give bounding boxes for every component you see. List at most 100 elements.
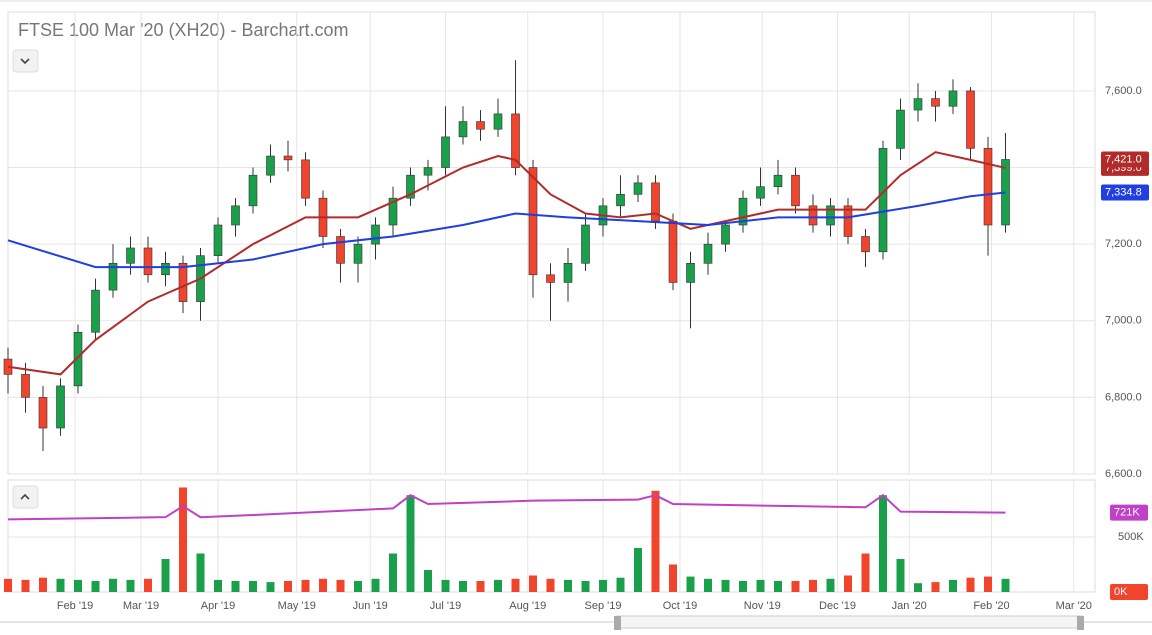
x-tick-label: Mar '20 bbox=[1056, 600, 1092, 612]
value-badge-label: 721K bbox=[1114, 507, 1140, 519]
value-badge-label: 7,334.8 bbox=[1105, 186, 1142, 198]
volume-bar bbox=[931, 582, 940, 592]
candle-body bbox=[161, 263, 170, 276]
candle-body bbox=[126, 247, 135, 264]
volume-bar bbox=[914, 583, 922, 592]
candle-body bbox=[878, 148, 888, 253]
candle-body bbox=[896, 109, 905, 149]
volume-bar bbox=[21, 579, 30, 592]
candle-body bbox=[493, 113, 503, 130]
candle-body bbox=[791, 174, 800, 207]
volume-bar bbox=[826, 578, 835, 592]
candle-body bbox=[406, 174, 415, 199]
value-badge bbox=[1101, 184, 1149, 201]
volume-bar bbox=[1001, 578, 1010, 592]
volume-bar bbox=[301, 579, 310, 592]
scrollbar[interactable] bbox=[0, 615, 1152, 630]
candle-body bbox=[336, 236, 345, 264]
y-tick-label: 6,600.0 bbox=[1105, 468, 1142, 480]
candle-body bbox=[668, 220, 678, 283]
volume-bar bbox=[336, 579, 345, 592]
volume-bar bbox=[966, 577, 975, 592]
volume-bar bbox=[756, 579, 765, 592]
candle-body bbox=[686, 263, 695, 283]
candle-body bbox=[38, 397, 48, 429]
y-tick-label: 7,000.0 bbox=[1105, 315, 1142, 327]
candle-body bbox=[563, 263, 573, 283]
volume-bar bbox=[354, 580, 362, 592]
volume-bar bbox=[371, 578, 380, 592]
volume-bar bbox=[319, 578, 327, 592]
x-tick-label: Sep '19 bbox=[585, 600, 622, 612]
x-tick-label: Apr '19 bbox=[201, 600, 236, 612]
volume-bar bbox=[984, 576, 992, 592]
candle-body bbox=[91, 289, 100, 333]
volume-bar bbox=[91, 580, 100, 592]
x-tick-label: Aug '19 bbox=[509, 600, 546, 612]
candle-body bbox=[616, 194, 625, 207]
candle-body bbox=[301, 159, 310, 199]
candle-body bbox=[266, 155, 275, 176]
volume-bar bbox=[459, 580, 467, 592]
candle-body bbox=[143, 247, 153, 276]
candle-body bbox=[283, 155, 293, 161]
volume-bar bbox=[56, 578, 65, 592]
volume-bar bbox=[634, 547, 642, 592]
candle-body bbox=[931, 98, 940, 107]
candle-body bbox=[21, 374, 30, 398]
collapse-button[interactable] bbox=[12, 49, 39, 73]
x-tick-label: Dec '19 bbox=[819, 600, 856, 612]
candle-body bbox=[843, 205, 853, 237]
volume-bar bbox=[196, 553, 205, 592]
volume-bar bbox=[739, 580, 747, 592]
volume-bar bbox=[214, 579, 222, 592]
volume-bar bbox=[389, 553, 397, 592]
candle-body bbox=[108, 263, 118, 291]
volume-bar bbox=[704, 578, 712, 592]
volume-bar bbox=[4, 578, 12, 592]
volume-bar bbox=[179, 487, 187, 592]
volume-bar bbox=[406, 495, 415, 592]
x-tick-label: Oct '19 bbox=[663, 600, 698, 612]
volume-bar bbox=[581, 580, 590, 592]
value-badge-label: 0K bbox=[1114, 586, 1128, 598]
volume-bar bbox=[651, 490, 660, 592]
candle-body bbox=[371, 224, 380, 245]
volume-bar bbox=[546, 578, 555, 592]
value-badge bbox=[1101, 151, 1149, 168]
volume-bar bbox=[161, 558, 170, 592]
volume-bar bbox=[109, 578, 117, 592]
value-badge bbox=[1110, 584, 1148, 600]
volume-bar bbox=[669, 564, 677, 592]
candle-body bbox=[423, 167, 433, 176]
candle-body bbox=[248, 174, 258, 207]
chart-title: FTSE 100 Mar '20 (XH20) - Barchart.com bbox=[18, 20, 349, 40]
candle-body bbox=[511, 113, 520, 168]
value-badge bbox=[1110, 504, 1148, 521]
expand-button[interactable] bbox=[12, 485, 39, 509]
candle-body bbox=[913, 98, 923, 111]
candle-body bbox=[966, 90, 975, 149]
x-tick-label: Mar '19 bbox=[123, 600, 159, 612]
volume-bar bbox=[721, 579, 730, 592]
x-tick-label: May '19 bbox=[278, 600, 316, 612]
x-tick-label: Feb '19 bbox=[57, 600, 93, 612]
moving-average-line bbox=[7, 191, 1006, 269]
candle-body bbox=[808, 205, 818, 226]
volume-bar bbox=[494, 579, 502, 592]
volume-bar bbox=[686, 576, 695, 592]
candle-body bbox=[458, 121, 468, 138]
x-tick-label: Jan '20 bbox=[892, 600, 927, 612]
volume-bar bbox=[529, 575, 537, 592]
volume-bar bbox=[844, 575, 852, 592]
volume-bar bbox=[424, 569, 432, 592]
moving-average-line bbox=[7, 151, 1006, 376]
candle-body bbox=[388, 197, 398, 226]
candle-body bbox=[703, 243, 713, 264]
candle-body bbox=[476, 121, 485, 130]
grid bbox=[8, 12, 1095, 592]
volume-bar bbox=[511, 578, 520, 592]
volume-bar bbox=[74, 579, 82, 592]
